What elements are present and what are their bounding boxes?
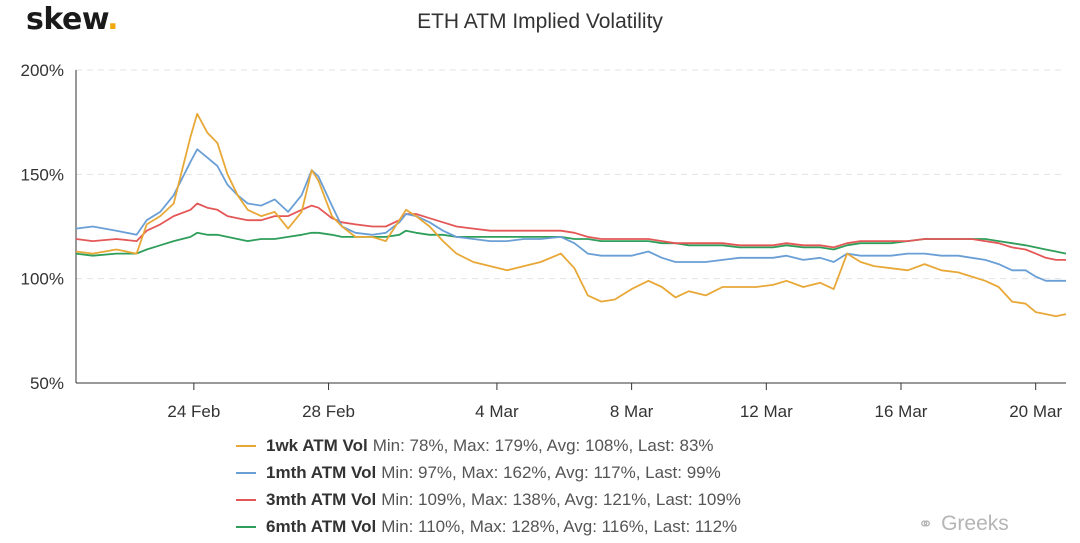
series-line-6mth: [75, 229, 1067, 257]
y-tick-label: 50%: [30, 374, 64, 393]
x-tick-label: 24 Feb: [167, 402, 220, 421]
chart-legend: 1wk ATM Vol Min: 78%, Max: 179%, Avg: 108…: [236, 432, 741, 540]
series-line-3mth: [75, 202, 1066, 261]
skew-logo: skew.: [26, 2, 119, 37]
legend-item[interactable]: 1wk ATM Vol Min: 78%, Max: 179%, Avg: 108…: [236, 432, 741, 459]
x-tick-label: 28 Feb: [302, 402, 355, 421]
legend-series-stats: Min: 110%, Max: 128%, Avg: 116%, Last: 1…: [381, 516, 738, 536]
x-tick-label: 12 Mar: [740, 402, 793, 421]
y-tick-label: 150%: [21, 165, 64, 184]
x-tick-label: 20 Mar: [1009, 402, 1062, 421]
logo-text: skew: [26, 2, 108, 37]
legend-series-name: 6mth ATM Vol: [266, 516, 377, 536]
chart-title: ETH ATM Implied Volatility: [417, 10, 663, 33]
legend-item[interactable]: 6mth ATM Vol Min: 110%, Max: 128%, Avg: 1…: [236, 513, 741, 540]
legend-swatch: [236, 498, 256, 501]
logo-dot: .: [107, 2, 119, 37]
legend-swatch: [236, 471, 256, 474]
legend-series-name: 3mth ATM Vol: [266, 489, 377, 509]
legend-series-stats: Min: 97%, Max: 162%, Avg: 117%, Last: 99…: [381, 462, 721, 482]
legend-series-stats: Min: 78%, Max: 179%, Avg: 108%, Last: 83…: [372, 435, 714, 455]
watermark-text: Greeks: [941, 512, 1009, 535]
legend-series-stats: Min: 109%, Max: 138%, Avg: 121%, Last: 1…: [381, 489, 741, 509]
y-tick-label: 100%: [21, 270, 64, 289]
x-tick-label: 16 Mar: [875, 402, 928, 421]
series-line-1wk: [75, 112, 1067, 318]
wechat-icon: ⚭: [918, 513, 934, 534]
legend-series-name: 1wk ATM Vol: [266, 435, 368, 455]
x-tick-label: 4 Mar: [475, 402, 519, 421]
legend-swatch: [236, 444, 256, 447]
x-tick-label: 8 Mar: [610, 402, 654, 421]
watermark: ⚭ Greeks: [918, 512, 1009, 536]
legend-item[interactable]: 1mth ATM Vol Min: 97%, Max: 162%, Avg: 11…: [236, 459, 741, 486]
y-tick-label: 200%: [21, 61, 64, 80]
legend-item[interactable]: 3mth ATM Vol Min: 109%, Max: 138%, Avg: 1…: [236, 486, 741, 513]
legend-swatch: [236, 525, 256, 528]
legend-series-name: 1mth ATM Vol: [266, 462, 377, 482]
